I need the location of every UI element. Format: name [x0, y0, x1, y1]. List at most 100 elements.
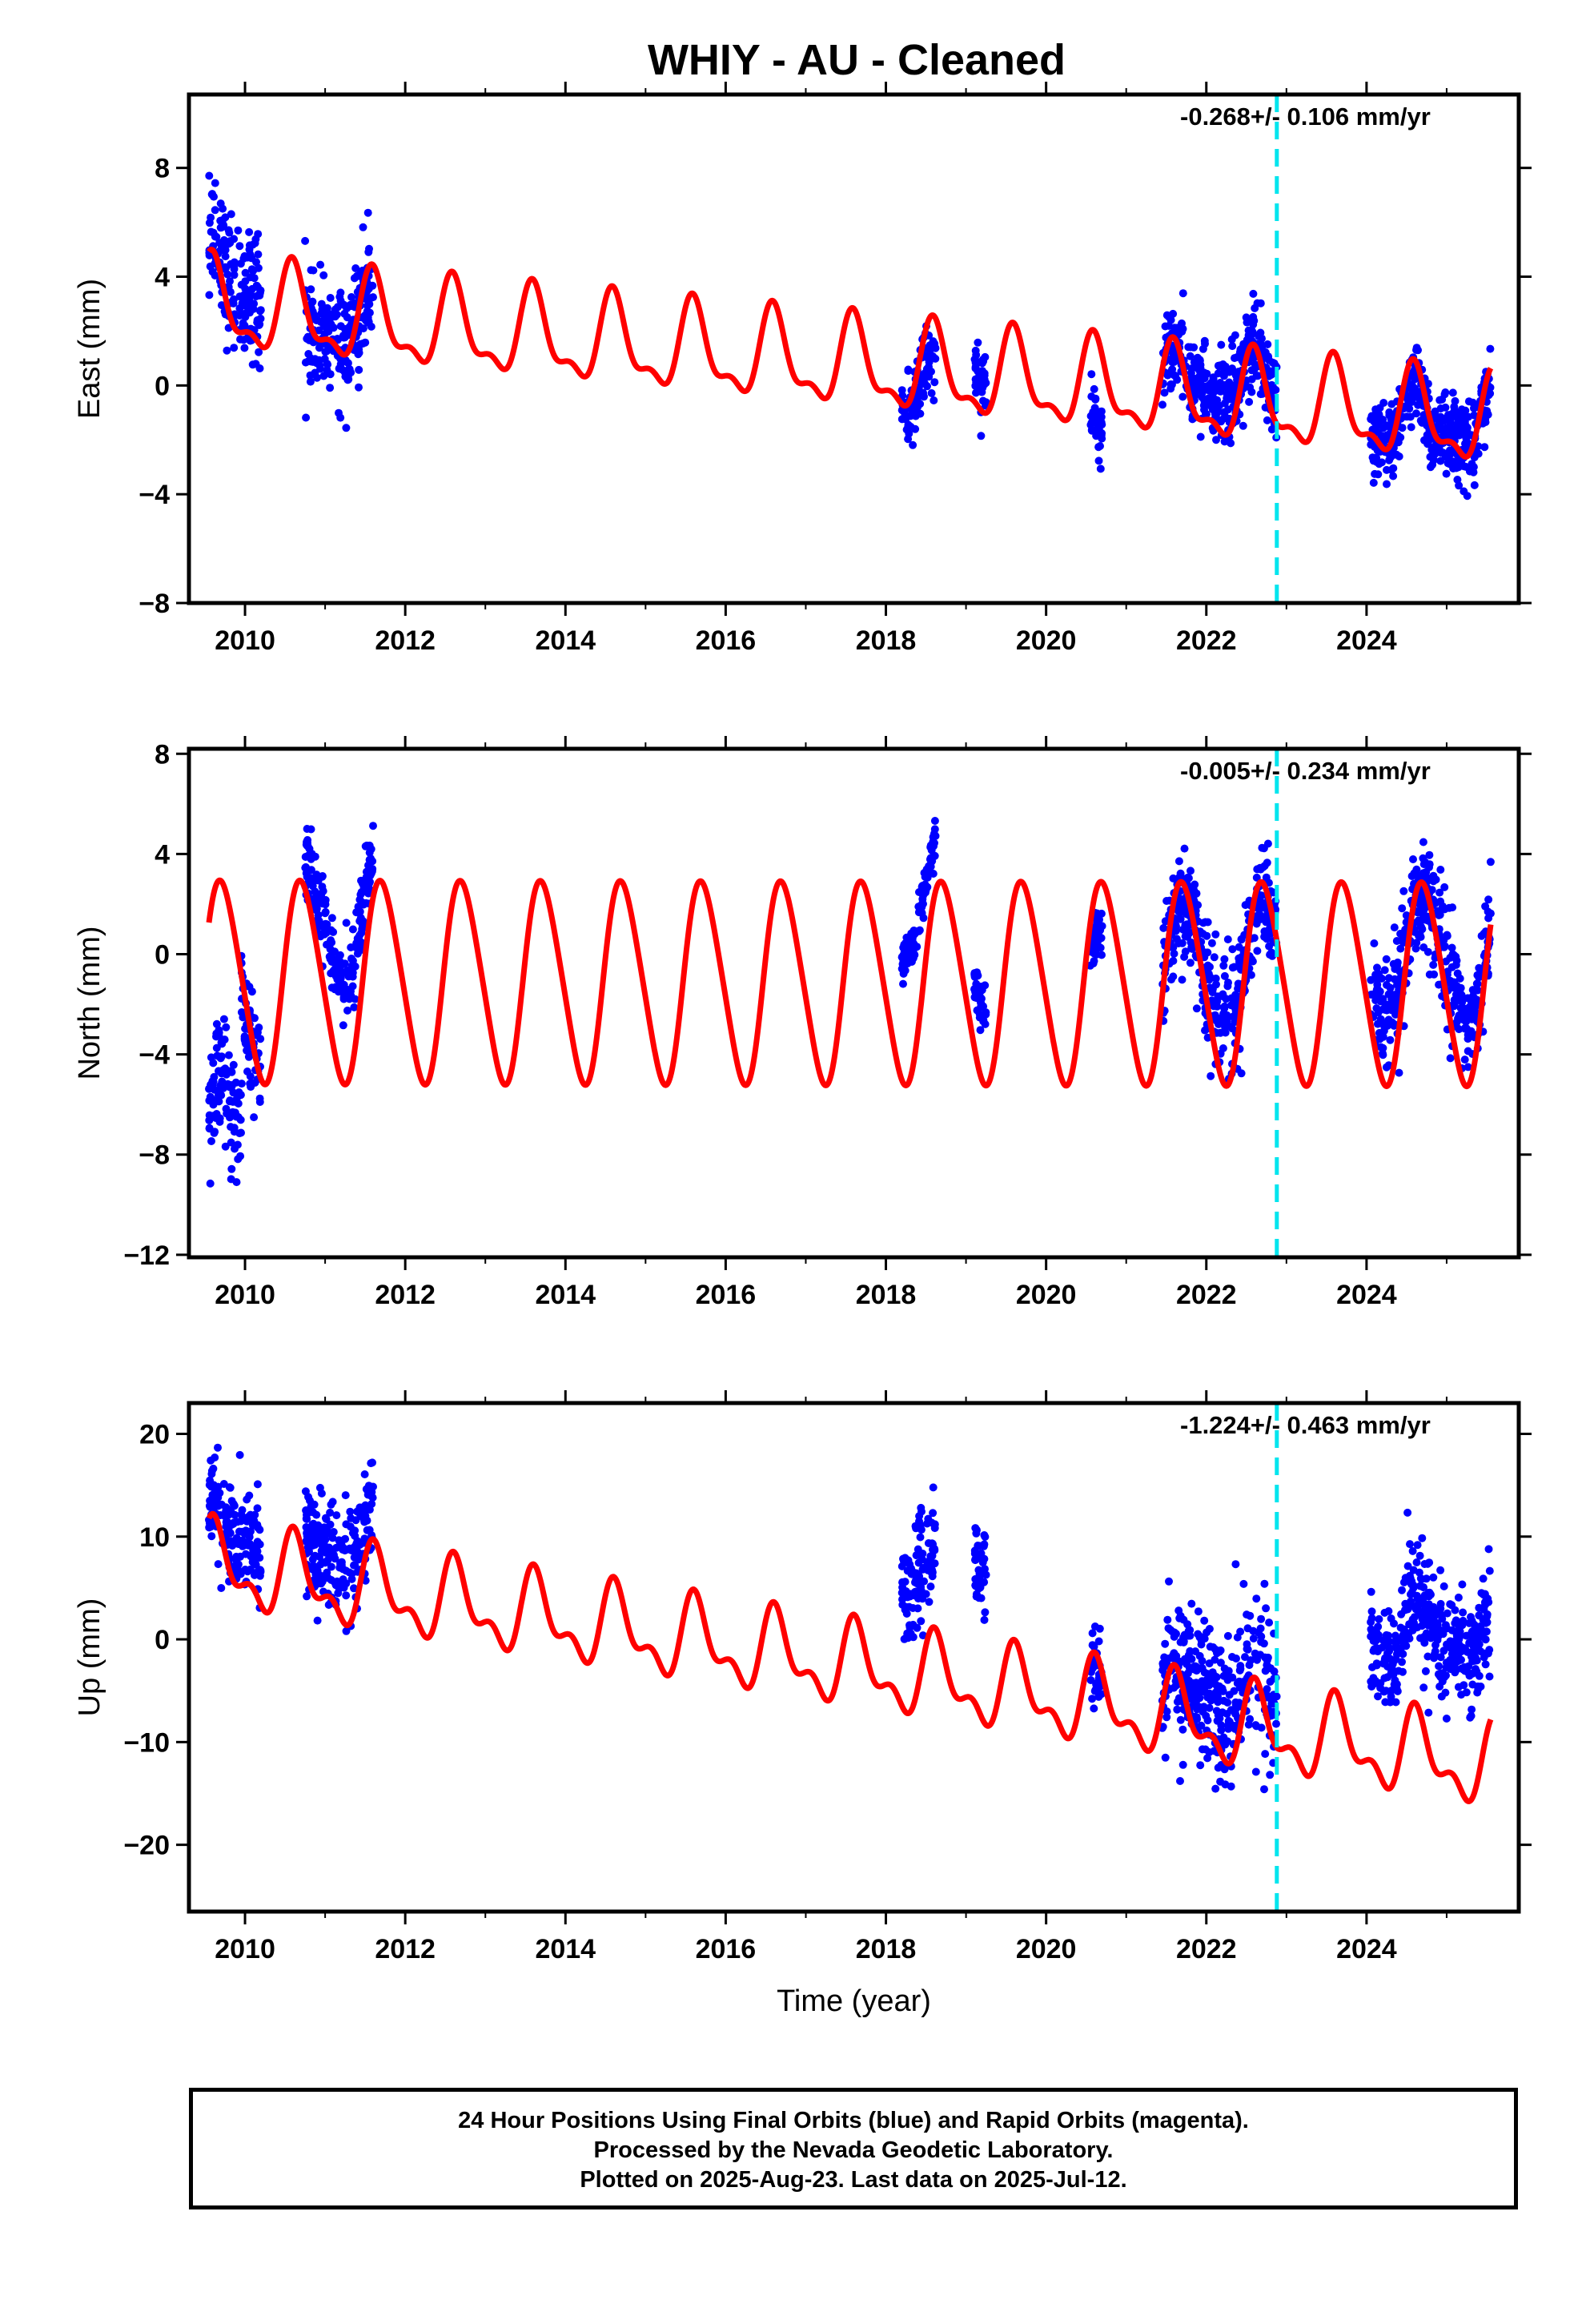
north-data-point — [1453, 969, 1462, 978]
east-data-point — [918, 379, 927, 388]
up-data-point — [310, 1552, 319, 1561]
up-data-point — [1203, 1693, 1212, 1702]
north-data-point — [1414, 916, 1423, 925]
east-data-point — [1460, 487, 1468, 496]
up-data-point — [1367, 1587, 1375, 1596]
up-data-point — [1458, 1580, 1467, 1589]
up-data-point — [1383, 1663, 1392, 1671]
up-data-point — [1246, 1715, 1255, 1723]
east-data-point — [226, 287, 235, 296]
up-data-point — [1256, 1651, 1265, 1659]
east-data-point — [224, 239, 233, 248]
up-y-tick-label: 0 — [155, 1625, 170, 1655]
east-data-point — [1445, 450, 1454, 459]
north-data-point — [1169, 972, 1178, 981]
north-data-point — [1228, 945, 1237, 954]
up-data-point — [1256, 1624, 1265, 1633]
north-data-point — [366, 878, 374, 887]
north-data-point — [1456, 983, 1465, 992]
east-data-point — [906, 422, 915, 431]
east-data-point — [212, 232, 221, 241]
east-x-tick-label: 2012 — [375, 625, 436, 656]
north-data-point — [1169, 956, 1178, 965]
north-data-point — [357, 876, 365, 885]
up-y-tick-label: 20 — [139, 1419, 170, 1449]
time-series-plots: 2010 2012 2014 2016 2018 2020 2022 2024840−4−8E… — [73, 82, 1532, 2018]
east-data-point — [1457, 405, 1466, 414]
north-data-point — [1228, 963, 1237, 972]
north-data-point — [1384, 1000, 1393, 1009]
north-data-point — [1220, 971, 1229, 980]
up-data-point — [332, 1511, 341, 1520]
up-data-point — [1175, 1614, 1184, 1622]
up-data-point — [1369, 1674, 1378, 1683]
north-data-point — [1392, 937, 1401, 945]
up-data-point — [1185, 1663, 1194, 1672]
north-data-point — [207, 1137, 215, 1145]
east-data-point — [1249, 354, 1258, 362]
up-data-point — [207, 1522, 215, 1531]
east-data-point — [340, 356, 349, 364]
up-data-point — [1465, 1618, 1474, 1627]
up-data-point — [247, 1552, 255, 1561]
up-data-point — [1191, 1692, 1199, 1700]
east-data-point — [315, 344, 323, 352]
up-data-point — [1433, 1635, 1442, 1644]
north-data-point — [1207, 984, 1216, 993]
up-data-point — [1382, 1655, 1391, 1663]
up-data-point — [1472, 1656, 1481, 1665]
north-data-point — [224, 1051, 233, 1059]
up-data-point — [1223, 1737, 1232, 1746]
up-data-point — [929, 1483, 938, 1492]
north-data-point — [1447, 943, 1456, 952]
north-data-point — [1224, 979, 1232, 987]
up-data-point — [1408, 1546, 1417, 1555]
east-data-point — [1429, 456, 1438, 464]
east-data-point — [230, 258, 239, 267]
up-data-point — [974, 1578, 983, 1587]
up-data-point — [327, 1562, 335, 1571]
north-data-point — [1211, 930, 1220, 939]
north-data-point — [1454, 1014, 1463, 1023]
up-data-point — [1418, 1534, 1427, 1542]
north-data-point — [899, 966, 908, 975]
up-data-point — [1446, 1600, 1455, 1609]
east-data-point — [326, 384, 335, 392]
east-data-point — [971, 346, 980, 355]
east-data-point — [1096, 464, 1105, 473]
east-data-point — [255, 307, 264, 316]
north-data-point — [903, 959, 912, 968]
east-data-point — [931, 354, 940, 363]
up-data-point — [1216, 1777, 1225, 1786]
east-data-point — [897, 415, 906, 424]
up-data-point — [1372, 1644, 1381, 1653]
east-points — [205, 171, 1495, 501]
up-data-point — [1163, 1615, 1172, 1624]
east-data-point — [245, 227, 254, 236]
up-y-tick-label: 10 — [139, 1522, 170, 1553]
north-x-tick-label: 2022 — [1176, 1280, 1237, 1310]
up-data-point — [303, 1592, 311, 1601]
north-data-point — [368, 865, 377, 873]
north-data-point — [926, 862, 935, 871]
up-data-point — [1385, 1637, 1394, 1646]
up-data-point — [907, 1570, 916, 1578]
east-data-point — [1167, 380, 1176, 389]
north-data-point — [915, 926, 924, 935]
east-data-point — [230, 264, 239, 273]
up-data-point — [211, 1486, 219, 1494]
east-data-point — [971, 364, 980, 372]
north-data-point — [1091, 937, 1100, 946]
up-data-point — [1223, 1710, 1231, 1719]
north-data-point — [1371, 971, 1380, 979]
east-data-point — [1195, 356, 1204, 364]
north-data-point — [1262, 873, 1271, 882]
up-data-point — [1387, 1668, 1395, 1677]
north-data-point — [328, 927, 337, 936]
up-data-point — [1405, 1571, 1414, 1580]
east-data-point — [905, 429, 913, 438]
up-data-point — [1419, 1583, 1427, 1591]
north-data-point — [1253, 947, 1262, 955]
up-data-point — [1231, 1560, 1240, 1569]
up-data-point — [1419, 1683, 1428, 1692]
